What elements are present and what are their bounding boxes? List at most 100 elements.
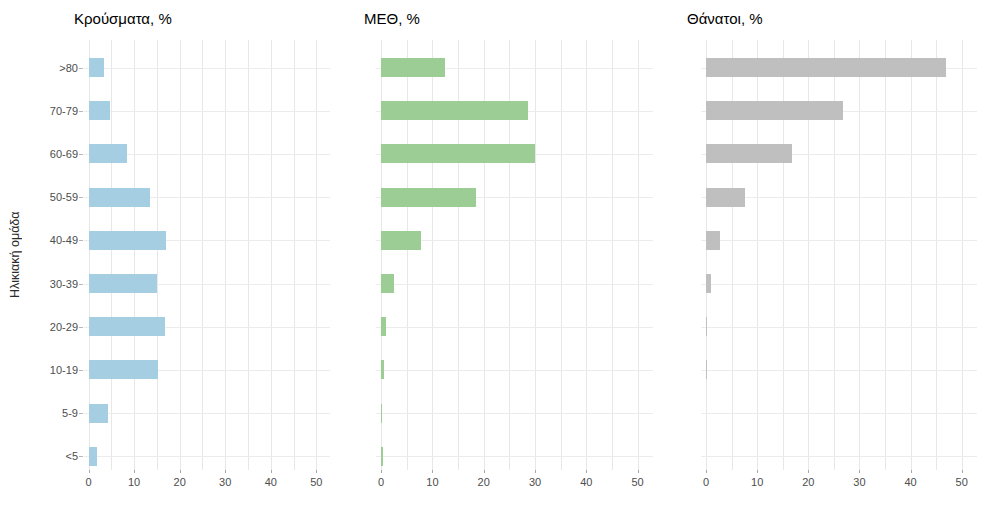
vertical-gridline xyxy=(180,40,181,470)
panel-title: Κρούσματα, % xyxy=(74,10,172,27)
y-tick-label: 70-79 xyxy=(50,105,78,117)
horizontal-gridline xyxy=(376,370,653,371)
x-axis: 01020304050 xyxy=(84,470,330,496)
bar-50-59 xyxy=(89,188,150,207)
bar-70-79 xyxy=(381,101,528,120)
horizontal-gridline xyxy=(84,413,330,414)
x-tick-mark xyxy=(381,470,382,473)
plot-area xyxy=(376,40,653,470)
x-axis: 01020304050 xyxy=(376,470,653,496)
horizontal-gridline xyxy=(376,284,653,285)
y-tick-mark xyxy=(79,111,83,112)
bar-5-9 xyxy=(89,404,108,423)
bar-40-49 xyxy=(706,231,720,250)
x-tick-label: 30 xyxy=(219,476,231,488)
y-tick-label: 5-9 xyxy=(62,407,78,419)
y-tick-label: 50-59 xyxy=(50,191,78,203)
y-tick-mark xyxy=(79,240,83,241)
x-tick-label: 50 xyxy=(310,476,322,488)
bar-5-9 xyxy=(381,404,382,423)
y-tick-label: >80 xyxy=(59,62,78,74)
x-tick-label: 20 xyxy=(174,476,186,488)
bar-10-19 xyxy=(706,360,707,379)
bar-40-49 xyxy=(381,231,421,250)
bar-30-39 xyxy=(706,274,711,293)
vertical-gridline xyxy=(561,40,562,470)
x-tick-label: 40 xyxy=(904,476,916,488)
x-tick-label: 50 xyxy=(956,476,968,488)
x-tick-mark xyxy=(271,470,272,473)
x-tick-mark xyxy=(134,470,135,473)
bar->80 xyxy=(381,58,445,77)
vertical-gridline xyxy=(962,40,963,470)
plot-area xyxy=(701,40,977,470)
vertical-gridline xyxy=(271,40,272,470)
y-tick-label: 10-19 xyxy=(50,364,78,376)
horizontal-gridline xyxy=(376,413,653,414)
y-tick-label: 30-39 xyxy=(50,278,78,290)
x-tick-mark xyxy=(484,470,485,473)
bar-70-79 xyxy=(706,101,842,120)
horizontal-gridline xyxy=(701,240,977,241)
bar-60-69 xyxy=(89,144,127,163)
bar-20-29 xyxy=(706,317,707,336)
y-tick-mark xyxy=(79,370,83,371)
bar-20-29 xyxy=(381,317,386,336)
vertical-gridline xyxy=(885,40,886,470)
bar-40-49 xyxy=(89,231,167,250)
vertical-gridline xyxy=(911,40,912,470)
vertical-gridline xyxy=(248,40,249,470)
bar-70-79 xyxy=(89,101,110,120)
x-tick-mark xyxy=(808,470,809,473)
bar-60-69 xyxy=(706,144,792,163)
horizontal-gridline xyxy=(701,327,977,328)
vertical-gridline xyxy=(859,40,860,470)
y-tick-label: 40-49 xyxy=(50,234,78,246)
x-tick-mark xyxy=(225,470,226,473)
x-tick-mark xyxy=(316,470,317,473)
y-tick-label: 20-29 xyxy=(50,321,78,333)
y-tick-mark xyxy=(79,456,83,457)
y-tick-mark xyxy=(79,68,83,69)
x-tick-label: 30 xyxy=(529,476,541,488)
bar-60-69 xyxy=(381,144,535,163)
x-tick-label: 10 xyxy=(751,476,763,488)
horizontal-gridline xyxy=(84,456,330,457)
y-tick-label: 60-69 xyxy=(50,148,78,160)
y-tick-mark xyxy=(79,154,83,155)
horizontal-gridline xyxy=(701,456,977,457)
horizontal-gridline xyxy=(701,284,977,285)
x-tick-mark xyxy=(638,470,639,473)
x-tick-mark xyxy=(432,470,433,473)
bar-<5 xyxy=(89,447,97,466)
x-tick-mark xyxy=(535,470,536,473)
y-axis-title: Ηλικιακή ομάδα xyxy=(6,40,24,470)
bar-30-39 xyxy=(89,274,157,293)
x-tick-mark xyxy=(962,470,963,473)
x-tick-label: 20 xyxy=(802,476,814,488)
vertical-gridline xyxy=(316,40,317,470)
vertical-gridline xyxy=(936,40,937,470)
vertical-gridline xyxy=(134,40,135,470)
x-tick-label: 20 xyxy=(478,476,490,488)
vertical-gridline xyxy=(294,40,295,470)
x-tick-label: 10 xyxy=(426,476,438,488)
y-tick-mark xyxy=(79,413,83,414)
bar-10-19 xyxy=(89,360,159,379)
x-tick-mark xyxy=(586,470,587,473)
x-tick-label: 0 xyxy=(703,476,709,488)
panel-title: ΜΕΘ, % xyxy=(364,10,420,27)
x-axis: 01020304050 xyxy=(701,470,977,496)
plot-area xyxy=(84,40,330,470)
horizontal-gridline xyxy=(376,456,653,457)
bar-20-29 xyxy=(89,317,166,336)
x-tick-label: 40 xyxy=(580,476,592,488)
x-tick-mark xyxy=(911,470,912,473)
bar-50-59 xyxy=(381,188,475,207)
y-axis-category-labels: >80 70-79 60-69 50-59 40-49 30-39 20-29 10-19 5-… xyxy=(34,40,78,470)
x-tick-label: 0 xyxy=(378,476,384,488)
vertical-gridline xyxy=(586,40,587,470)
faceted-bar-chart-figure: Ηλικιακή ομάδα Κρούσματα, % 0 10 20 30 40 50 >8… xyxy=(0,0,1002,517)
x-tick-label: 0 xyxy=(85,476,91,488)
bar-10-19 xyxy=(381,360,384,379)
